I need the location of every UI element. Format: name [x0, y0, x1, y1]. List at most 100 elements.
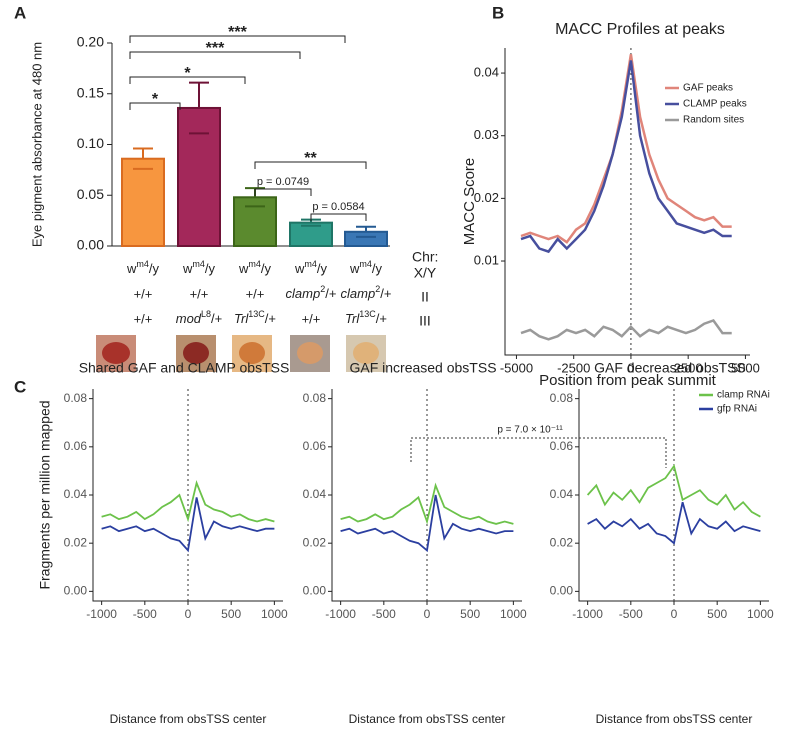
y-axis-label: Fragments per million mapped: [37, 400, 53, 589]
photo-eye: [183, 342, 209, 364]
bar: [344, 230, 388, 247]
y-tick-label: 0.10: [77, 135, 104, 151]
genotype: Trl13C/+: [345, 309, 387, 326]
y-tick-label: 0.01: [474, 252, 499, 267]
genotype: clamp2/+: [286, 284, 337, 301]
genotype: +/+: [190, 286, 209, 301]
genotype-rest: /y: [372, 261, 383, 276]
series-line: [101, 497, 275, 553]
series-line: [587, 501, 761, 545]
chr-label: Chr:: [412, 249, 438, 265]
x-tick-label: 2500: [674, 360, 703, 375]
x-tick-label: 0: [627, 360, 634, 375]
genotype-rest: /y: [149, 261, 160, 276]
axes: [578, 389, 769, 602]
legend-label: Random sites: [683, 115, 744, 126]
sig-bracket: [129, 76, 246, 84]
sig-label: p = 0.0749: [257, 176, 309, 188]
sig-bracket: [129, 102, 181, 110]
photo-eye: [102, 342, 130, 364]
x-axis-label: Position from peak summit: [539, 372, 717, 389]
chr-row: II: [421, 289, 429, 305]
legend-label: GAF peaks: [683, 83, 733, 94]
sig-bracket: [129, 51, 301, 59]
legend-label: CLAMP peaks: [683, 99, 747, 110]
y-tick-label: 0.02: [550, 535, 574, 549]
bar: [233, 196, 277, 247]
genotype: +/+: [134, 286, 153, 301]
genotype-sup: m4: [304, 259, 317, 269]
genotype-sup: 13C: [248, 309, 265, 319]
series-line: [520, 319, 732, 341]
bar: [177, 106, 221, 247]
x-tick-label: -500: [372, 607, 396, 621]
genotype-rest: /y: [205, 261, 216, 276]
sig-label: *: [184, 65, 191, 82]
y-tick-label: 0.04: [64, 487, 88, 501]
x-tick-label: -1000: [572, 607, 603, 621]
sig-label: ***: [206, 40, 225, 57]
y-tick-label: 0.08: [64, 391, 88, 405]
y-tick-label: 0.00: [77, 237, 104, 253]
y-tick-label: 0.04: [550, 487, 574, 501]
genotype: wm4/y: [182, 259, 216, 276]
sig-bracket: [410, 437, 667, 468]
y-tick-label: 0.06: [303, 439, 327, 453]
x-tick-label: -1000: [325, 607, 356, 621]
y-tick-label: 0.20: [77, 34, 104, 50]
error-bar: [356, 225, 376, 238]
chart-title: GAF increased obsTSS: [349, 360, 496, 376]
chart-title: Shared GAF and CLAMP obsTSS: [79, 360, 290, 376]
genotype-sup: m4: [359, 259, 372, 269]
y-tick-label: 0.04: [474, 64, 499, 79]
x-tick-label: 5000: [731, 360, 760, 375]
genotype-sup: m4: [248, 259, 261, 269]
x-tick-label: -1000: [86, 607, 117, 621]
bar: [121, 157, 165, 248]
x-tick-label: -2500: [557, 360, 590, 375]
x-tick-label: -500: [133, 607, 157, 621]
genotype-base: w: [238, 261, 249, 276]
y-tick-label: 0.03: [474, 127, 499, 142]
genotype: wm4/y: [294, 259, 328, 276]
y-tick-label: 0.06: [550, 439, 574, 453]
y-tick-label: 0.00: [64, 584, 88, 598]
x-tick-label: 1000: [747, 607, 774, 621]
y-axis-label: Eye pigment absorbance at 480 nm: [29, 42, 44, 247]
genotype-base: clamp: [286, 286, 321, 301]
x-tick-label: 0: [424, 607, 431, 621]
genotype-base: Trl: [345, 311, 360, 326]
genotype-rest: /+: [380, 286, 391, 301]
legend-label: clamp RNAi: [717, 390, 770, 401]
genotype: +/+: [302, 311, 321, 326]
x-axis-label: Distance from obsTSS center: [349, 712, 506, 726]
x-tick-label: 500: [221, 607, 241, 621]
genotype-base: w: [126, 261, 137, 276]
genotype-base: w: [294, 261, 305, 276]
genotype-sup: m4: [192, 259, 205, 269]
genotype-base: Trl: [234, 311, 249, 326]
photo-eye: [239, 342, 265, 364]
axes: [331, 389, 522, 602]
series-line: [101, 480, 275, 523]
genotype-sup: 2: [375, 284, 380, 294]
y-tick-label: 0.02: [474, 190, 499, 205]
sig-bracket: [254, 188, 312, 196]
genotype-rest: /+: [376, 311, 387, 326]
genotype-sup: m4: [136, 259, 149, 269]
y-tick-label: 0.15: [77, 84, 104, 100]
genotype: clamp2/+: [341, 284, 392, 301]
chart-title: MACC Profiles at peaks: [555, 21, 725, 38]
axes: [92, 389, 283, 602]
error-bar: [133, 147, 153, 170]
sig-label: p = 0.0584: [312, 201, 364, 213]
series-line: [520, 60, 732, 254]
y-tick-label: 0.06: [64, 439, 88, 453]
x-axis-label: Distance from obsTSS center: [596, 712, 753, 726]
genotype: Trl13C/+: [234, 309, 276, 326]
genotype: wm4/y: [349, 259, 383, 276]
photo-eye: [297, 342, 323, 364]
genotype-rest: /y: [261, 261, 272, 276]
y-tick-label: 0.00: [550, 584, 574, 598]
